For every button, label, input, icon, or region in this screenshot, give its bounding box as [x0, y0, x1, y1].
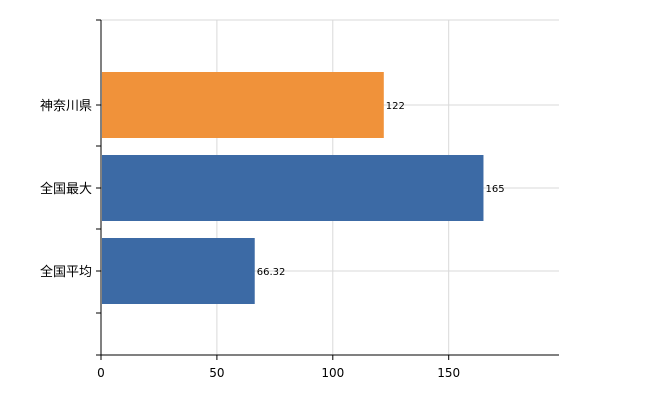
- data-labels: 122 165 66.32: [257, 101, 505, 278]
- category-label: 神奈川県: [40, 99, 92, 114]
- bar: [102, 72, 384, 138]
- x-tick-label: 100: [321, 366, 344, 380]
- data-label: 122: [386, 101, 405, 112]
- data-label: 165: [485, 184, 504, 195]
- bar: [102, 155, 484, 221]
- x-tick-label: 50: [209, 366, 224, 380]
- x-tick-label: 0: [97, 366, 105, 380]
- category-label: 全国最大: [40, 181, 92, 197]
- x-tick-label: 150: [437, 366, 460, 380]
- bar: [102, 238, 255, 304]
- category-label: 全国平均: [40, 264, 92, 280]
- data-label: 66.32: [257, 267, 286, 278]
- bars: [102, 72, 484, 304]
